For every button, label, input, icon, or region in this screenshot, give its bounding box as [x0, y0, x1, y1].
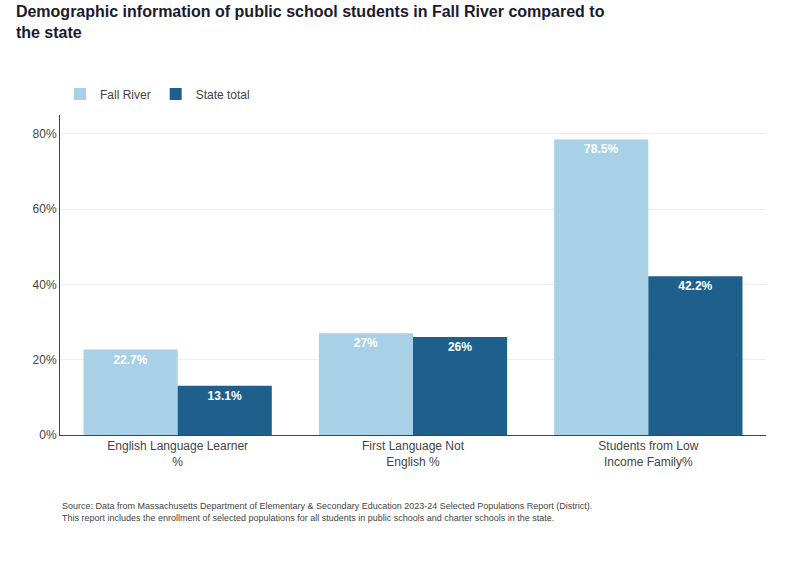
svg-text:27%: 27% [354, 336, 378, 350]
svg-text:80%: 80% [33, 127, 57, 141]
svg-text:State total: State total [196, 88, 250, 102]
svg-text:26%: 26% [448, 340, 472, 354]
svg-text:0%: 0% [39, 428, 57, 442]
svg-text:Demographic information of pub: Demographic information of public school… [16, 3, 605, 41]
svg-text:78.5%: 78.5% [584, 142, 618, 156]
svg-text:First Language NotEnglish %: First Language NotEnglish % [362, 439, 465, 469]
svg-text:English Language Learner%: English Language Learner% [107, 439, 248, 469]
svg-text:13.1%: 13.1% [208, 389, 242, 403]
svg-text:42.2%: 42.2% [678, 279, 712, 293]
svg-text:Source: Data from Massachusett: Source: Data from Massachusetts Departme… [62, 501, 592, 523]
svg-text:60%: 60% [33, 202, 57, 216]
svg-text:Students from LowIncome Family: Students from LowIncome Family% [598, 439, 698, 469]
svg-text:40%: 40% [33, 278, 57, 292]
svg-text:Fall River: Fall River [100, 88, 151, 102]
svg-text:22.7%: 22.7% [113, 353, 147, 367]
svg-text:20%: 20% [33, 353, 57, 367]
